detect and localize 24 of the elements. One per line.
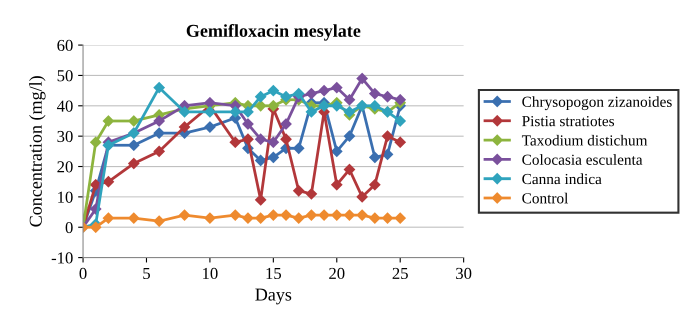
- legend-label: Taxodium distichum: [522, 134, 648, 146]
- y-tick-label: 10: [58, 192, 73, 203]
- x-tick-label: 5: [143, 268, 150, 280]
- y-tick-label: 40: [56, 100, 73, 112]
- legend-label: Chrysopogon zizanoides: [522, 96, 672, 110]
- x-tick-label: 25: [392, 268, 408, 280]
- y-axis-title: Concentration (mg/l): [29, 76, 46, 227]
- y-tick-label: -10: [52, 252, 73, 264]
- x-axis-title: Days: [255, 288, 292, 304]
- chart-title: Gemifloxacin mesylate: [186, 24, 360, 41]
- x-tick-label: 10: [203, 268, 218, 280]
- y-tick-label: 20: [57, 161, 73, 172]
- x-tick-label: 0: [80, 268, 87, 280]
- legend-label: Control: [522, 192, 568, 204]
- y-tick-label: 0: [66, 222, 73, 234]
- x-tick-label: 30: [456, 268, 472, 280]
- y-tick-label: 50: [58, 70, 73, 82]
- y-tick-label: 30: [57, 130, 73, 142]
- legend-label: Canna indica: [522, 173, 602, 184]
- legend-label: Colocasia esculenta: [522, 154, 642, 165]
- legend-label: Pistia stratiotes: [522, 116, 614, 126]
- x-tick-label: 15: [266, 268, 282, 280]
- x-tick-label: 20: [329, 268, 344, 280]
- y-tick-label: 60: [57, 40, 73, 52]
